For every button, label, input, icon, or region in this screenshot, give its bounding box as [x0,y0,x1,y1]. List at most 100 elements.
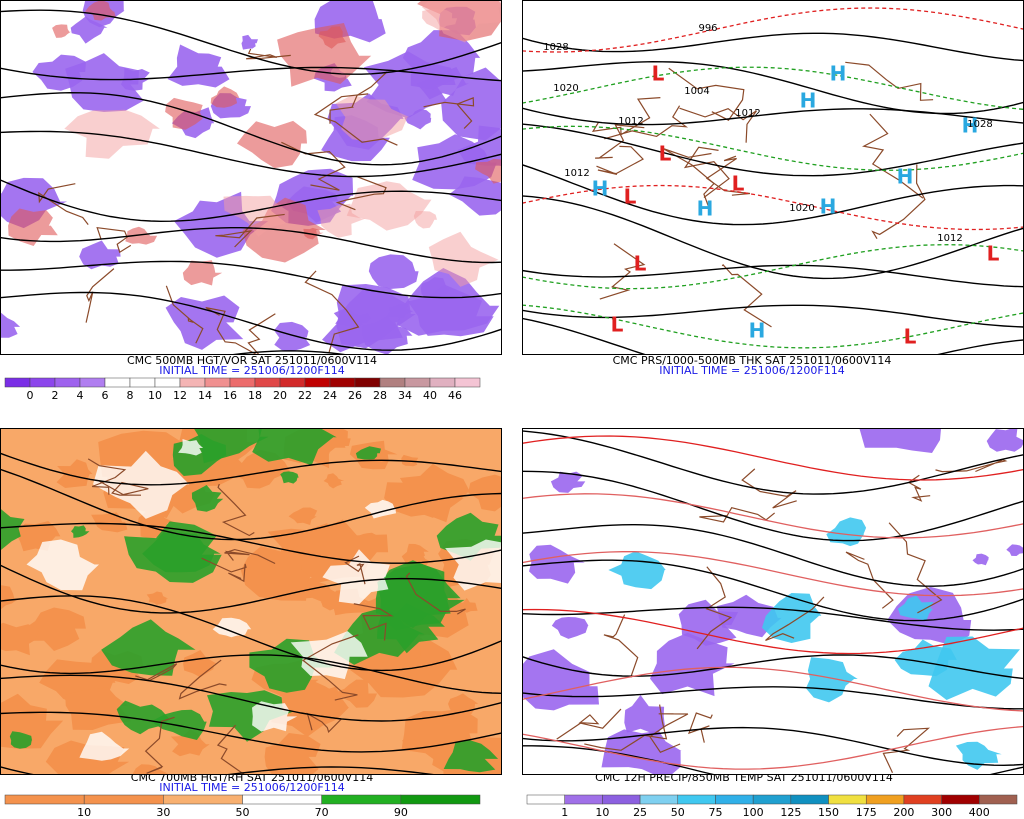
shaded-area [441,67,502,141]
shaded-area [241,34,258,50]
shaded-area [91,512,128,533]
shaded-area [0,585,19,610]
shaded-area [805,657,858,703]
colorbar-label: 50 [236,806,250,819]
border [313,93,398,146]
border [87,458,127,495]
border [765,596,825,641]
border [97,479,149,496]
shaded-area [170,729,210,757]
pressure-center: L [904,325,917,349]
shaded-area [529,544,585,584]
pressure-center: H [697,197,714,221]
shaded-area [399,463,470,518]
colorbar-swatch [379,377,406,388]
border [353,603,394,641]
contour [0,654,502,694]
shaded-area [335,95,410,142]
contour [225,350,353,355]
shaded-area [762,593,822,643]
shaded-area [26,539,99,591]
border [604,105,689,140]
colorbar-swatch [83,794,164,805]
shaded-area [165,295,244,350]
colorbar-label: 18 [248,389,262,402]
shaded-area [132,764,169,775]
colorbar-label: 2 [52,389,59,402]
border [245,48,291,60]
pressure-center: H [820,195,837,219]
colorbar-swatch [429,377,456,388]
colorbar-label: 1 [561,806,568,819]
initial-time: INITIAL TIME = 251006/1200F114 [659,364,844,377]
colorbar-label: 100 [743,806,764,819]
contour-dashed [522,608,1024,655]
shaded-area [116,700,172,735]
contour [522,430,1024,495]
shaded-area [859,428,944,453]
map [0,0,502,355]
shaded-area [178,439,204,456]
colorbar-swatch [329,377,356,388]
colorbar-label: 30 [156,806,170,819]
contour [0,130,502,178]
shaded-area [650,632,735,697]
colorbar-swatch [865,794,905,805]
shaded-area [986,428,1024,452]
colorbar-label: 10 [148,389,162,402]
shaded-area [207,690,295,742]
contour [0,260,502,299]
contour [0,674,502,722]
pressure-center: L [659,142,672,166]
border [882,727,931,773]
colorbar-swatch [454,377,481,388]
contour [522,164,1024,226]
colorbar-swatch [404,377,431,388]
colorbar-label: 50 [671,806,685,819]
shaded-area [323,473,345,489]
shaded-area [624,695,665,735]
colorbar-swatch [752,794,792,805]
colorbar-swatch [179,377,206,388]
shaded-area [240,545,321,601]
initial-time: INITIAL TIME = 251006/1200F114 [159,781,344,794]
border [144,716,175,774]
pressure-center: H [962,114,979,138]
isobar-label: 1028 [967,119,992,130]
border [888,522,943,614]
map [522,428,1024,775]
shaded-area [0,311,21,338]
shaded-area [355,446,381,460]
colorbar-label: 10 [595,806,609,819]
shaded-area [32,54,86,91]
colorbar-label: 6 [102,389,109,402]
shaded-area [475,158,502,184]
colorbar-swatch [163,794,243,805]
map [0,428,502,775]
colorbar-label: 10 [77,806,91,819]
contour [0,9,502,75]
colorbar-label: 26 [348,389,362,402]
border [215,213,285,248]
shaded-area [182,260,223,286]
shaded-area [79,240,121,270]
contour-dashed [522,666,1024,712]
colorbar-label: 300 [931,806,952,819]
isobar-label: 1020 [553,83,578,94]
contour [522,264,1024,288]
border [683,146,730,198]
contour-dashed [522,551,1024,597]
colorbar-label: 28 [373,389,387,402]
shaded-area [428,231,499,287]
colorbar-swatch [54,377,81,388]
shaded-area [402,30,481,90]
map [522,0,1024,355]
shaded-area [64,109,160,159]
colorbar-label: 12 [173,389,187,402]
isobar-label: 1012 [618,116,643,127]
map-frame [0,0,502,355]
shaded-area [1006,544,1024,556]
colorbar-swatch [279,377,306,388]
colorbar-swatch [254,377,281,388]
border [662,147,715,210]
